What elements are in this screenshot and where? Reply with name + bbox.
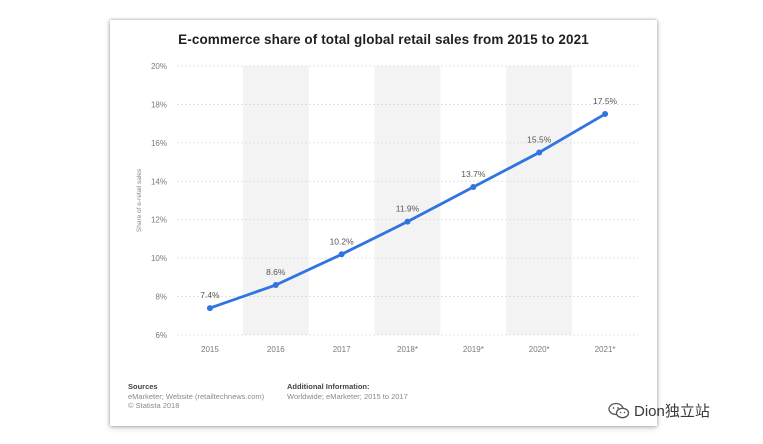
y-tick-label: 6% [155,331,167,340]
x-tick-label: 2020* [529,345,550,354]
y-tick-label: 20% [151,62,167,71]
data-label: 8.6% [266,267,286,277]
sources-block: Sources eMarketer; Website (retailtechne… [128,382,264,411]
data-label: 15.5% [527,134,552,144]
sources-heading: Sources [128,382,158,391]
data-label: 10.2% [330,236,355,246]
data-label: 11.9% [396,204,420,214]
y-tick-label: 12% [151,216,167,225]
chart-card: E-commerce share of total global retail … [110,20,657,426]
x-tick-label: 2019* [463,345,484,354]
data-label: 13.7% [461,169,486,179]
additional-info-heading: Additional Information: [287,382,370,391]
data-point [272,282,279,289]
y-tick-label: 16% [151,139,167,148]
data-point [404,218,411,225]
sources-line-2: © Statista 2018 [128,401,180,410]
wechat-bubbles-icon [608,402,630,418]
x-tick-label: 2016 [267,345,285,354]
line-chart: 6% 8% 10% 12% 14% 16% 18% 20% 2015 2016 2017 2018* 2… [136,62,638,354]
x-tick-label: 2021* [595,345,616,354]
y-tick-label: 10% [151,254,167,263]
data-label: 7.4% [200,290,220,300]
sources-line-1: eMarketer; Website (retailtechnews.com) [128,391,265,401]
watermark: Dion独立站 [608,400,710,421]
watermark-text: Dion独立站 [634,403,710,420]
plot-band [374,66,441,335]
data-point [206,305,213,312]
data-point [602,111,609,118]
x-tick-label: 2015 [201,345,219,354]
chart-title: E-commerce share of total global retail … [178,32,589,47]
y-axis-title: Share of e-retail sales [136,168,143,232]
additional-info-line-1: Worldwide; eMarketer; 2015 to 2017 [287,391,408,401]
y-tick-label: 14% [151,177,167,186]
x-tick-label: 2018* [397,345,418,354]
data-label: 17.5% [593,96,618,106]
x-tick-label: 2017 [333,345,351,354]
y-tick-label: 18% [151,100,167,109]
data-point [536,149,543,156]
plot-band [242,66,309,335]
data-point [338,251,345,258]
data-point [470,184,477,191]
additional-info-block: Additional Information: Worldwide; eMark… [287,382,408,401]
plot-band [506,66,573,335]
y-tick-label: 8% [155,293,167,302]
